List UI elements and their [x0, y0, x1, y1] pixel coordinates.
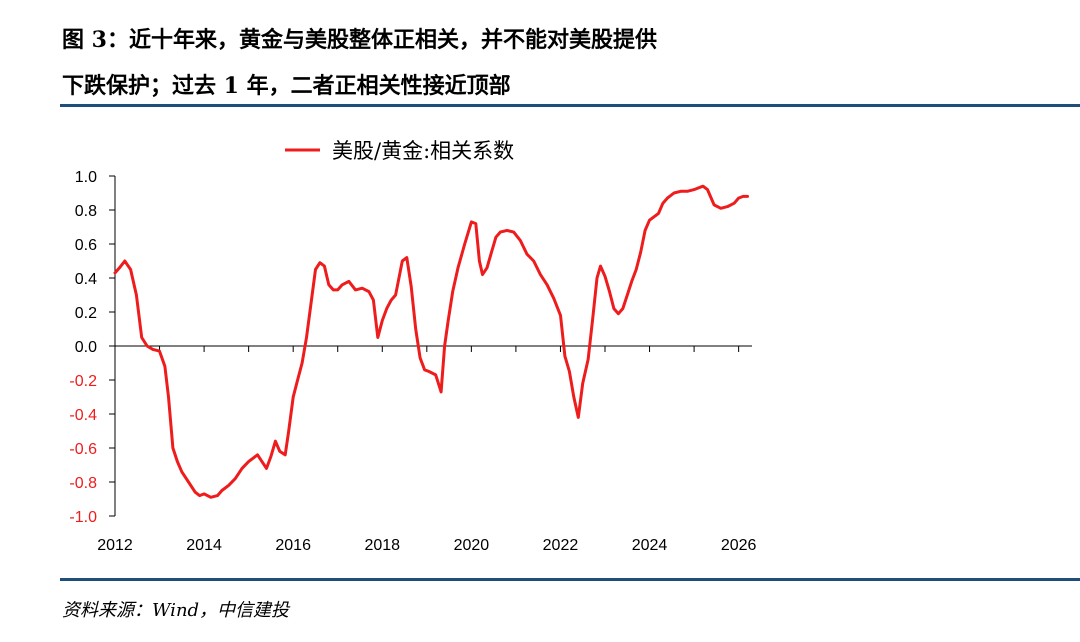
top-divider — [60, 104, 1080, 107]
chart-title-line-2: 下跌保护；过去 1 年，二者正相关性接近顶部 — [62, 73, 511, 99]
y-tick-label: 0.4 — [75, 271, 97, 288]
y-tick-label: 0.2 — [75, 305, 97, 322]
legend-label: 美股/黄金:相关系数 — [332, 139, 514, 163]
y-tick-label: -1.0 — [69, 509, 97, 526]
y-tick-label: 1.0 — [75, 169, 97, 186]
y-tick-label: 0.0 — [75, 339, 97, 356]
y-tick-label: -0.2 — [69, 373, 97, 390]
series-line-correlation — [113, 184, 749, 499]
chart-title-line-1: 图 3：近十年来，黄金与美股整体正相关，并不能对美股提供 — [62, 27, 657, 53]
source-note: 资料来源：Wind，中信建投 — [62, 600, 290, 621]
x-tick-label: 2026 — [721, 537, 757, 554]
plot-area: 1.00.80.60.40.20.0-0.2-0.4-0.6-0.8-1.020… — [69, 139, 756, 554]
x-tick-label: 2014 — [186, 537, 222, 554]
y-tick-label: -0.8 — [69, 475, 97, 492]
y-tick-label: -0.4 — [69, 407, 97, 424]
x-tick-label: 2012 — [97, 537, 133, 554]
x-tick-label: 2016 — [275, 537, 311, 554]
bottom-divider — [60, 578, 1080, 581]
x-tick-label: 2022 — [543, 537, 579, 554]
x-tick-label: 2020 — [454, 537, 490, 554]
y-tick-label: 0.8 — [75, 203, 97, 220]
x-tick-label: 2024 — [632, 537, 668, 554]
y-tick-label: 0.6 — [75, 237, 97, 254]
line-chart: 1.00.80.60.40.20.0-0.2-0.4-0.6-0.8-1.020… — [69, 139, 756, 554]
y-tick-label: -0.6 — [69, 441, 97, 458]
x-tick-label: 2018 — [364, 537, 400, 554]
